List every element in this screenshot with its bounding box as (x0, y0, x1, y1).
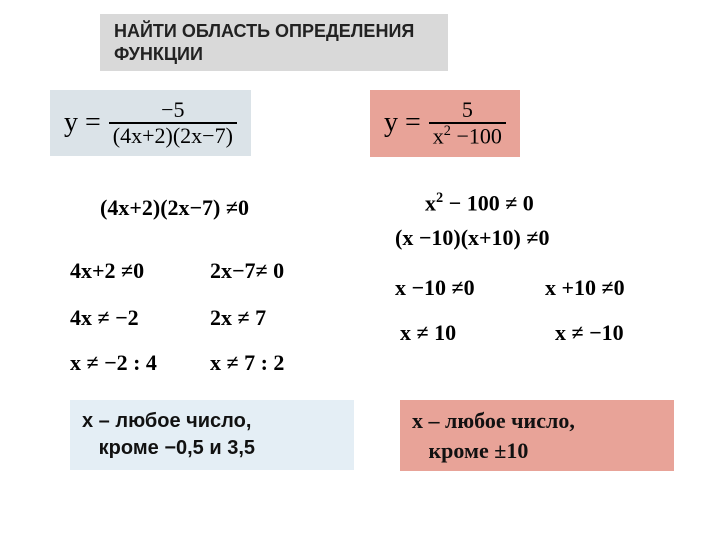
formula-right-fraction: 5 x2 −100 (429, 98, 506, 149)
left-colA-l2: 4x ≠ −2 (70, 305, 180, 330)
right-answer-l2: кроме ±10 (429, 438, 529, 463)
formula-left: y = −5 (4x+2)(2x−7) (50, 90, 251, 156)
formula-right-prefix: y = (384, 107, 421, 139)
left-colB-l1: 2x−7≠ 0 (210, 258, 320, 283)
slide-title: НАЙТИ ОБЛАСТЬ ОПРЕДЕЛЕНИЯ ФУНКЦИИ (100, 14, 448, 71)
right-answer-l1: x – любое число, (412, 408, 575, 433)
left-colB-l2: 2x ≠ 7 (210, 305, 320, 330)
left-step1: (4x+2)(2x−7) ≠0 (100, 195, 280, 220)
left-colB-l3: x ≠ 7 : 2 (210, 350, 320, 375)
right-colA-l1: x −10 ≠0 (395, 275, 475, 300)
formula-right-den: x2 −100 (429, 122, 506, 149)
left-answer: x – любое число, кроме −0,5 и 3,5 (70, 400, 354, 470)
title-line2: ФУНКЦИИ (114, 44, 203, 64)
left-answer-l1: x – любое число, (82, 410, 251, 432)
formula-right: y = 5 x2 −100 (370, 90, 520, 157)
right-colB-l1: x +10 ≠0 (545, 275, 625, 300)
right-step1: x2 − 100 ≠ 0 (425, 190, 534, 216)
formula-left-prefix: y = (64, 107, 101, 139)
right-colB-l2: x ≠ −10 (555, 320, 624, 345)
left-colA-l1: 4x+2 ≠0 (70, 258, 180, 283)
right-step2: (x −10)(x+10) ≠0 (395, 225, 549, 250)
formula-left-fraction: −5 (4x+2)(2x−7) (109, 98, 237, 148)
left-colA-l3: x ≠ −2 : 4 (70, 350, 180, 375)
formula-right-num: 5 (458, 98, 477, 122)
formula-left-den: (4x+2)(2x−7) (109, 122, 237, 148)
left-answer-l2: кроме −0,5 и 3,5 (99, 437, 255, 459)
right-answer: x – любое число, кроме ±10 (400, 400, 674, 471)
title-line1: НАЙТИ ОБЛАСТЬ ОПРЕДЕЛЕНИЯ (114, 21, 414, 41)
formula-left-num: −5 (157, 98, 188, 122)
right-colA-l2: x ≠ 10 (400, 320, 456, 345)
